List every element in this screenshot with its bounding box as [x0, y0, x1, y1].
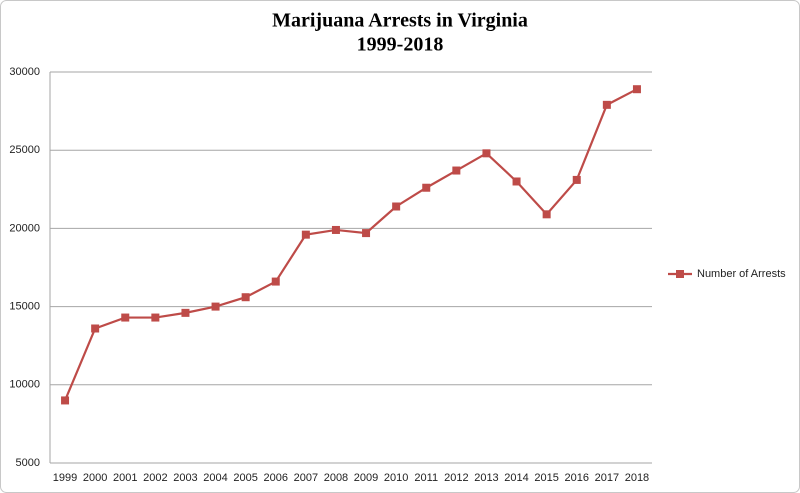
data-point — [572, 175, 581, 184]
x-tick-label: 2000 — [83, 472, 107, 484]
x-tick-label: 2003 — [173, 472, 197, 484]
data-point — [91, 324, 100, 333]
x-tick-label: 2015 — [534, 472, 558, 484]
data-point — [632, 85, 641, 94]
x-tick-label: 2007 — [294, 472, 318, 484]
data-point — [482, 149, 491, 158]
chart-title: Marijuana Arrests in Virginia — [272, 10, 528, 32]
x-tick-label: 2016 — [565, 472, 589, 484]
data-point — [271, 277, 280, 286]
legend-label: Number of Arrests — [697, 268, 786, 280]
data-point — [422, 183, 431, 192]
y-tick-label: 15000 — [9, 301, 40, 313]
x-tick-label: 2005 — [233, 472, 257, 484]
x-tick-label: 2017 — [595, 472, 619, 484]
y-tick-label: 5000 — [16, 457, 40, 469]
data-point — [542, 210, 551, 219]
x-tick-label: 2018 — [625, 472, 649, 484]
data-point — [151, 313, 160, 322]
y-tick-label: 25000 — [9, 144, 40, 156]
y-tick-label: 30000 — [9, 66, 40, 78]
legend-marker — [676, 270, 684, 278]
y-tick-label: 20000 — [9, 222, 40, 234]
x-tick-label: 2012 — [444, 472, 468, 484]
data-point — [301, 230, 310, 239]
y-tick-label: 10000 — [9, 379, 40, 391]
data-point — [241, 293, 250, 302]
data-point — [452, 166, 461, 175]
data-point — [61, 396, 70, 405]
data-line — [64, 88, 638, 401]
x-tick-label: 2001 — [113, 472, 137, 484]
x-tick-label: 2013 — [474, 472, 498, 484]
chart-subtitle: 1999-2018 — [357, 34, 444, 56]
data-point — [392, 202, 401, 211]
x-tick-label: 2014 — [504, 472, 528, 484]
x-tick-label: 2010 — [384, 472, 408, 484]
x-tick-label: 2004 — [203, 472, 227, 484]
data-point — [181, 308, 190, 317]
data-point — [362, 229, 371, 238]
data-point — [512, 177, 521, 186]
data-point — [211, 302, 220, 311]
data-point — [602, 100, 611, 109]
x-tick-label: 2011 — [414, 472, 438, 484]
x-tick-label: 2009 — [354, 472, 378, 484]
x-tick-label: 1999 — [53, 472, 77, 484]
data-point — [331, 225, 340, 234]
x-tick-label: 2006 — [264, 472, 288, 484]
x-tick-label: 2008 — [324, 472, 348, 484]
data-point — [121, 313, 130, 322]
x-tick-label: 2002 — [143, 472, 167, 484]
